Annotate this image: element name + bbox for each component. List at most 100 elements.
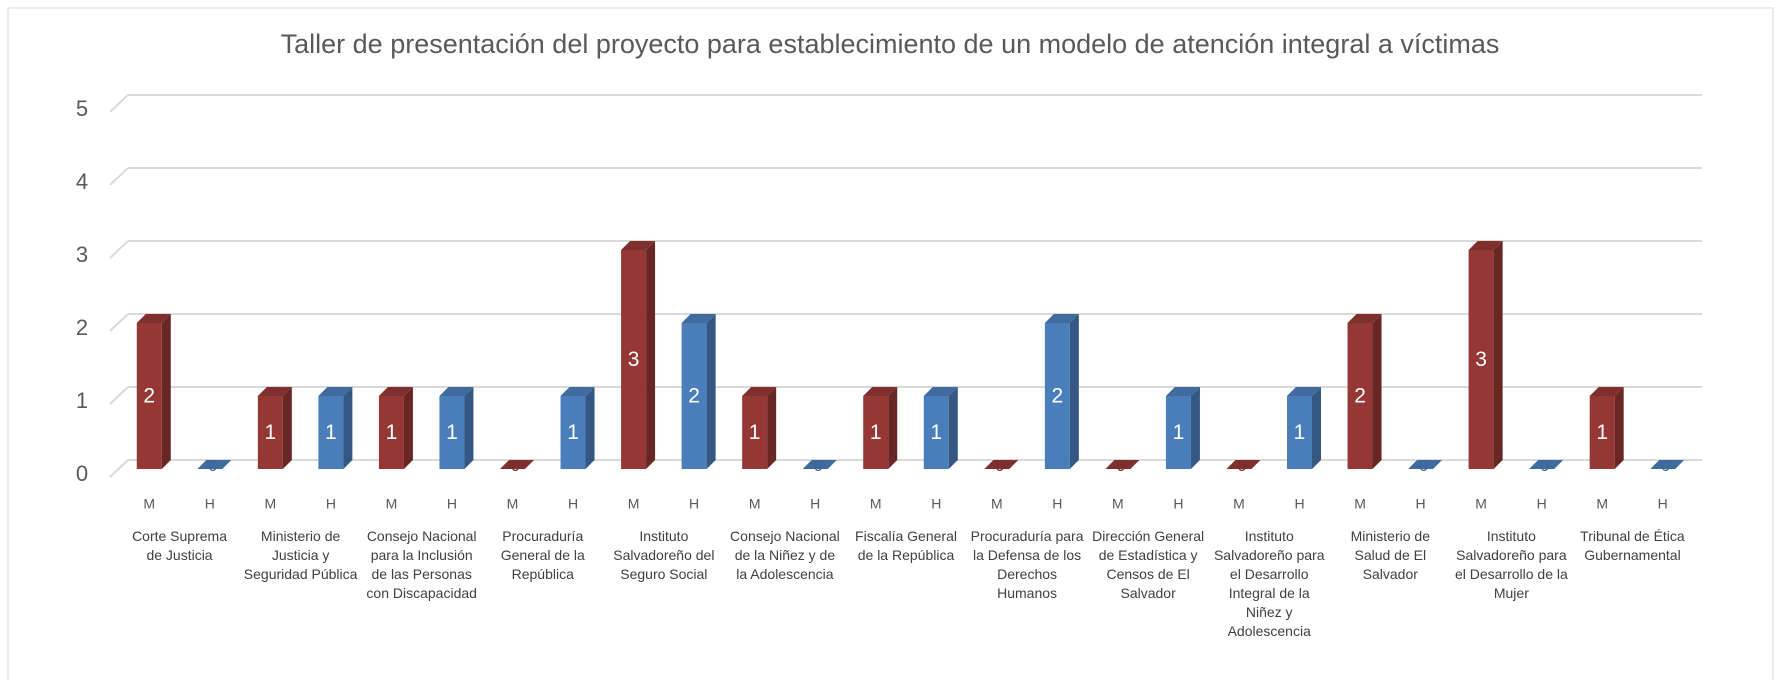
bar xyxy=(1287,396,1312,469)
bar-top xyxy=(318,387,353,396)
series-sub-label: H xyxy=(689,496,699,512)
bar-top xyxy=(1044,314,1079,323)
series-sub-label: M xyxy=(386,496,398,512)
series-sub-label: H xyxy=(1294,496,1304,512)
data-label: 1 xyxy=(930,421,942,444)
series-sub-label: M xyxy=(749,496,761,512)
category-label: Dirección General de Estadística y Censo… xyxy=(1092,528,1205,601)
bar-top xyxy=(923,387,958,396)
series-sub-label: M xyxy=(1112,496,1124,512)
series-sub-label: H xyxy=(1658,496,1668,512)
bar xyxy=(1165,396,1191,469)
series-sub-label: M xyxy=(265,496,277,512)
series-sub-label: M xyxy=(1233,496,1245,512)
bar-top xyxy=(1468,241,1503,250)
y-tick-label: 5 xyxy=(76,96,88,121)
data-label: 1 xyxy=(325,421,337,444)
bar-top xyxy=(439,387,474,396)
series-sub-label: H xyxy=(1416,496,1426,512)
bar xyxy=(378,396,404,469)
series-sub-label: H xyxy=(447,496,457,512)
bar-top xyxy=(257,387,292,396)
y-tick-label: 3 xyxy=(76,242,88,267)
bar xyxy=(621,250,647,469)
series-sub-label: H xyxy=(1537,496,1547,512)
data-label: 0 xyxy=(1116,458,1125,475)
data-label: 3 xyxy=(1475,348,1487,371)
category-label: Instituto Salvadoreño para el Desarrollo… xyxy=(1454,528,1568,601)
bar-top xyxy=(197,460,232,469)
bar xyxy=(1468,250,1494,469)
series-sub-label: M xyxy=(991,496,1003,512)
grid-depth xyxy=(109,313,129,332)
series-sub-label: H xyxy=(931,496,941,512)
grid-depth xyxy=(109,167,129,186)
bar xyxy=(863,396,889,469)
bar-side xyxy=(1190,387,1200,469)
bar-top xyxy=(1105,460,1140,469)
series-sub-label: H xyxy=(568,496,578,512)
bar-side xyxy=(1493,241,1503,469)
bar xyxy=(318,396,344,469)
bar xyxy=(560,396,586,469)
grid-depth xyxy=(109,386,129,405)
bar-top xyxy=(1650,460,1685,469)
bar-top xyxy=(1226,460,1261,469)
grid-depth xyxy=(109,94,129,113)
data-label: 0 xyxy=(1419,458,1428,475)
series-sub-label: H xyxy=(1173,496,1183,512)
chart-title: Taller de presentación del proyecto para… xyxy=(281,29,1500,59)
bar-top xyxy=(1529,460,1564,469)
bar xyxy=(136,323,162,469)
data-label: 1 xyxy=(870,421,882,444)
data-label: 2 xyxy=(1052,385,1064,408)
data-label: 0 xyxy=(1661,458,1670,475)
chart-border xyxy=(7,7,1774,680)
bar-side xyxy=(948,387,958,469)
series-sub-label: H xyxy=(205,496,215,512)
data-label: 0 xyxy=(1238,458,1247,475)
series-sub-label: H xyxy=(1052,496,1062,512)
category-label: Consejo Nacional de la Niñez y de la Ado… xyxy=(730,528,840,582)
category-label: Corte Suprema de Justicia xyxy=(132,528,227,563)
bar-top xyxy=(681,314,716,323)
data-label: 3 xyxy=(628,348,640,371)
bar-side xyxy=(706,314,716,469)
bar xyxy=(742,396,768,469)
bar-side xyxy=(403,387,413,469)
series-sub-label: M xyxy=(507,496,519,512)
bar-side xyxy=(282,387,292,469)
bar-top xyxy=(742,387,777,396)
category-label: Procuraduría General de la República xyxy=(500,528,585,582)
bar xyxy=(923,396,949,469)
category-label: Fiscalía General de la República xyxy=(855,528,957,563)
data-label: 1 xyxy=(265,421,277,444)
series-sub-label: H xyxy=(810,496,820,512)
bar-side xyxy=(464,387,474,469)
data-label: 1 xyxy=(1596,421,1608,444)
bar xyxy=(1044,323,1070,469)
data-label: 2 xyxy=(688,385,700,408)
data-label: 1 xyxy=(386,421,398,444)
series-sub-label: H xyxy=(326,496,336,512)
bar-side xyxy=(646,241,656,469)
bar-top xyxy=(560,387,595,396)
bar-top xyxy=(1589,387,1624,396)
category-label: Consejo Nacional para la Inclusión de la… xyxy=(366,528,477,601)
bar-top xyxy=(1347,314,1382,323)
data-label: 0 xyxy=(995,458,1004,475)
bar-top xyxy=(621,241,656,250)
bar-top xyxy=(1287,387,1321,396)
bar xyxy=(439,396,465,469)
bar-side xyxy=(343,387,353,469)
grid-depth xyxy=(109,240,129,259)
bar-top xyxy=(136,314,171,323)
category-label: Instituto Salvadoreño del Seguro Social xyxy=(613,528,715,582)
y-tick-label: 4 xyxy=(76,169,88,194)
series-sub-label: M xyxy=(628,496,640,512)
grid-depth xyxy=(109,459,129,478)
data-label: 0 xyxy=(511,458,520,475)
series-sub-label: M xyxy=(1354,496,1366,512)
bar-side xyxy=(888,387,898,469)
